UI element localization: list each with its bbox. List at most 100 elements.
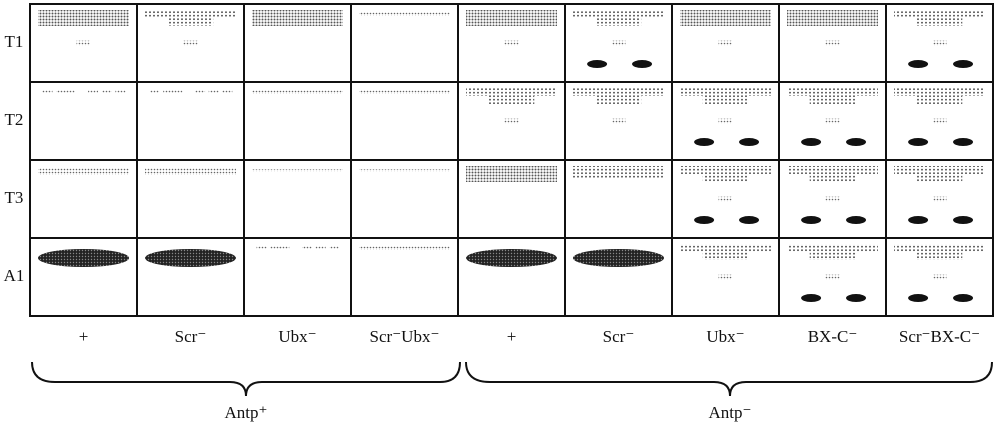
column-label: Scr⁻Ubx⁻ xyxy=(370,327,440,346)
denticle-band xyxy=(787,10,878,26)
denticle-dots xyxy=(825,40,840,46)
brace xyxy=(31,361,461,397)
denticle-dots xyxy=(932,196,947,202)
brace xyxy=(465,361,993,397)
denticle-dots xyxy=(611,118,626,124)
sense-organ xyxy=(846,294,867,303)
denticle-band xyxy=(894,88,985,96)
denticle-band xyxy=(702,96,749,104)
denticle-dots xyxy=(256,246,267,249)
denticle-band xyxy=(595,18,642,26)
column-label: + xyxy=(507,327,517,346)
row-label: T2 xyxy=(5,110,24,129)
sense-organ xyxy=(846,216,867,225)
denticle-band xyxy=(702,252,749,260)
denticle-band xyxy=(466,88,557,96)
sense-organ xyxy=(953,60,974,69)
denticle-dots xyxy=(302,246,313,249)
denticle-dots xyxy=(504,40,519,46)
denticle-dots xyxy=(825,196,840,202)
denticle-dots xyxy=(115,90,126,93)
cell xyxy=(136,81,245,161)
denticle-dots xyxy=(718,40,733,46)
denticle-dots xyxy=(718,274,733,280)
sense-organ xyxy=(953,138,974,147)
column-label: Scr⁻ xyxy=(175,327,207,346)
group-label: Antp⁺ xyxy=(225,403,268,422)
denticle-band xyxy=(809,252,856,260)
sense-organ xyxy=(632,60,653,69)
column-label: Ubx⁻ xyxy=(706,327,744,346)
denticle-dots xyxy=(222,90,233,93)
denticle-dots xyxy=(183,40,198,46)
sense-organ xyxy=(908,216,929,225)
sense-organ xyxy=(801,294,822,303)
denticle-band xyxy=(38,249,129,267)
row-label: T3 xyxy=(5,188,24,207)
denticle-dots xyxy=(149,90,160,93)
sense-organ xyxy=(908,294,929,303)
sense-organ xyxy=(801,216,822,225)
cell xyxy=(29,81,138,161)
group-label: Antp⁻ xyxy=(709,403,752,422)
sense-organ xyxy=(908,138,929,147)
denticle-band xyxy=(916,18,963,26)
denticle-band xyxy=(38,10,129,26)
column-label: Scr⁻ xyxy=(603,327,635,346)
denticle-dots xyxy=(42,90,53,93)
denticle-dots xyxy=(101,90,112,93)
denticle-band xyxy=(787,88,878,96)
denticle-dots xyxy=(504,118,519,124)
denticle-band xyxy=(680,166,771,174)
denticle-band xyxy=(252,169,343,172)
denticle-dots xyxy=(329,246,340,249)
denticle-band xyxy=(466,10,557,26)
denticle-dots xyxy=(76,40,91,46)
sense-organ xyxy=(908,60,929,69)
denticle-band xyxy=(894,166,985,174)
column-label: Scr⁻BX-C⁻ xyxy=(899,327,980,346)
denticle-band xyxy=(573,249,664,267)
denticle-band xyxy=(916,252,963,260)
denticle-band xyxy=(573,88,664,96)
denticle-dots xyxy=(56,90,67,93)
sense-organ xyxy=(739,138,760,147)
denticle-dots xyxy=(172,90,183,93)
denticle-band xyxy=(167,18,214,26)
denticle-band xyxy=(916,96,963,104)
denticle-band xyxy=(894,10,985,18)
denticle-band xyxy=(573,10,664,18)
sense-organ xyxy=(587,60,608,69)
denticle-band xyxy=(916,174,963,182)
sense-organ xyxy=(694,138,715,147)
denticle-dots xyxy=(195,90,206,93)
denticle-band xyxy=(894,244,985,252)
sense-organ xyxy=(801,138,822,147)
row-label: A1 xyxy=(4,266,25,285)
sense-organ xyxy=(694,216,715,225)
denticle-band xyxy=(252,90,343,94)
denticle-dots xyxy=(825,118,840,124)
denticle-dots xyxy=(208,90,219,93)
denticle-dots xyxy=(315,246,326,249)
cell xyxy=(243,237,352,317)
denticle-dots xyxy=(163,90,174,93)
column-label: + xyxy=(79,327,89,346)
denticle-band xyxy=(145,168,236,175)
denticle-dots xyxy=(611,40,626,46)
denticle-band xyxy=(145,10,236,18)
column-label: Ubx⁻ xyxy=(278,327,316,346)
row-label: T1 xyxy=(5,32,24,51)
denticle-band xyxy=(359,90,450,94)
denticle-band xyxy=(787,244,878,252)
denticle-band xyxy=(359,12,450,16)
denticle-dots xyxy=(279,246,290,249)
denticle-band xyxy=(38,168,129,175)
denticle-dots xyxy=(65,90,76,93)
denticle-band xyxy=(809,96,856,104)
denticle-band xyxy=(787,166,878,174)
denticle-dots xyxy=(932,274,947,280)
denticle-band xyxy=(702,174,749,182)
denticle-band xyxy=(488,96,535,104)
